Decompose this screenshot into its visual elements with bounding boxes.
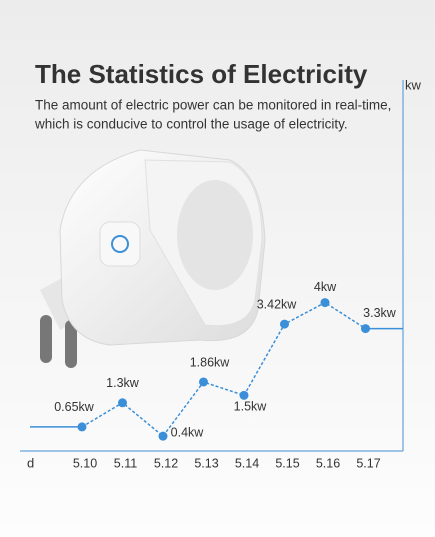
x-tick-label: 5.10 xyxy=(73,456,97,470)
value-label: 3.3kw xyxy=(363,306,397,320)
data-point xyxy=(77,422,87,432)
value-label: 4kw xyxy=(314,280,337,294)
value-label: 3.42kw xyxy=(257,297,298,311)
x-tick-label: 5.12 xyxy=(154,456,178,470)
y-axis-label: kw xyxy=(405,77,422,92)
chart-title: The Statistics of Electricity xyxy=(35,59,368,89)
x-tick-label: 5.15 xyxy=(275,456,299,470)
data-point xyxy=(280,319,289,329)
x-tick-label: 5.11 xyxy=(114,456,137,470)
data-point xyxy=(118,398,127,408)
value-label: 0.4kw xyxy=(171,425,205,439)
value-label: 1.3kw xyxy=(106,376,140,390)
plug-illustration xyxy=(40,149,266,368)
data-line xyxy=(81,301,366,438)
value-label: 1.5kw xyxy=(234,400,268,414)
x-tick-label: 5.13 xyxy=(194,456,218,470)
data-point xyxy=(158,431,168,441)
x-tick-label: 5.16 xyxy=(316,456,340,470)
value-label: 1.86kw xyxy=(190,355,231,369)
subtitle: which is conducive to control the usage … xyxy=(34,117,348,132)
data-point xyxy=(320,298,330,308)
data-point xyxy=(199,377,208,387)
subtitle: The amount of electric power can be moni… xyxy=(35,98,391,113)
x-tick-label: 5.14 xyxy=(235,456,259,470)
x-axis-label: d xyxy=(27,455,34,470)
data-point xyxy=(361,324,370,334)
data-point xyxy=(239,390,249,400)
value-label: 0.65kw xyxy=(54,400,95,414)
x-tick-label: 5.17 xyxy=(356,456,380,470)
